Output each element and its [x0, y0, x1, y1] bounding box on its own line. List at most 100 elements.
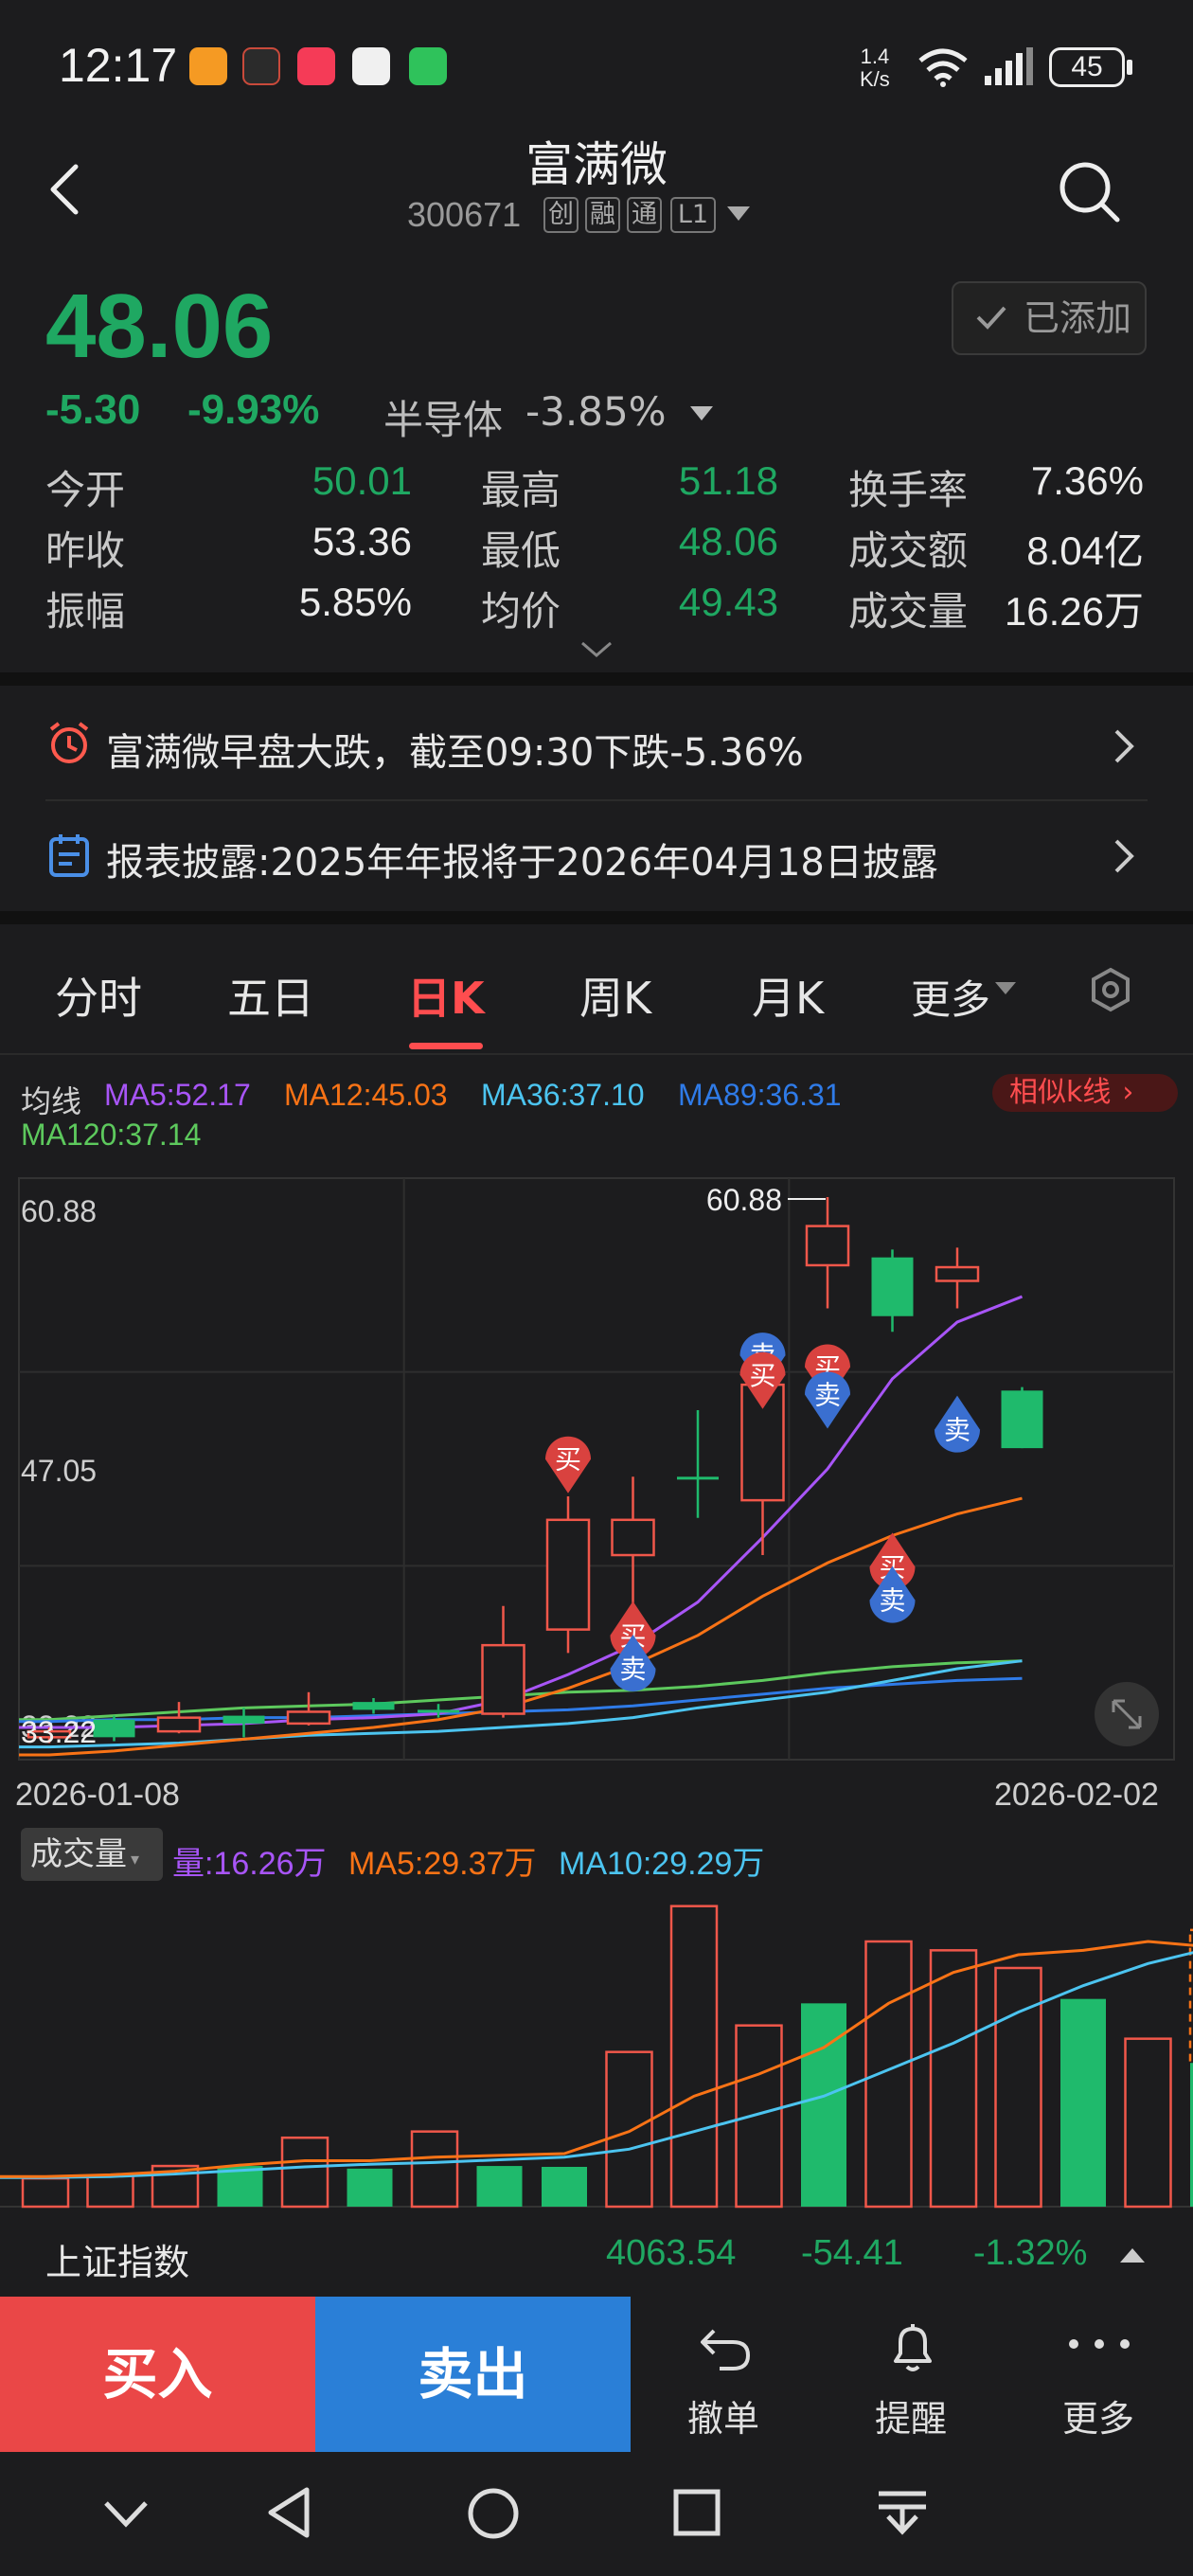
cancel-order-button[interactable]: 撤单: [638, 2297, 809, 2452]
nav-menu-down-icon[interactable]: [875, 2486, 930, 2541]
volume-bar: [735, 2024, 783, 2209]
stock-app-notification-icon: [352, 47, 390, 85]
stat-label: 成交量: [848, 588, 969, 635]
ma89-legend: MA89:36.31: [678, 1078, 842, 1112]
stock-name: 富满微: [525, 137, 668, 192]
price-change-pct: -9.93%: [187, 386, 320, 433]
stock-dropdown-icon[interactable]: [725, 205, 752, 224]
candle-body: [611, 1518, 655, 1557]
candle-body: [156, 1716, 202, 1733]
volume-bar: [347, 2168, 393, 2207]
notice-alert[interactable]: 富满微早盘大跌，截至09:30下跌-5.36%: [0, 691, 1193, 800]
marker-pin: [869, 1565, 916, 1623]
marker-pin: [739, 1351, 786, 1409]
volume-button-label: 成交量: [30, 1835, 127, 1873]
candle-body: [1001, 1390, 1043, 1449]
sector-dropdown-icon[interactable]: [689, 405, 714, 422]
tab-more-dropdown-icon[interactable]: [994, 981, 1017, 996]
candle: [93, 1715, 135, 1742]
network-speed: 1.4 K/s: [860, 45, 890, 91]
settings-hexagon-icon[interactable]: [1087, 966, 1134, 1013]
tab-monthly-k[interactable]: 月K: [752, 973, 825, 1024]
notice-report[interactable]: 报表披露:2025年年报将于2026年04月18日披露: [0, 801, 1193, 910]
tab-weekly-k[interactable]: 周K: [579, 973, 652, 1024]
stat-value: 51.18: [678, 458, 778, 503]
candle-body: [352, 1702, 395, 1710]
volume-bar: [605, 2050, 653, 2209]
stat-value: 48.06: [678, 519, 778, 564]
tab-intraday[interactable]: 分时: [55, 973, 142, 1024]
status-bar: 12:17 1.4 K/s 45: [0, 0, 1193, 133]
candle-body: [286, 1710, 331, 1726]
candle-body: [481, 1643, 525, 1715]
volume-bar: [21, 2176, 70, 2209]
marker-pin: [869, 1532, 916, 1590]
chart-end-date: 2026-02-02: [994, 1777, 1159, 1813]
chart-start-date: 2026-01-08: [15, 1777, 180, 1813]
stat-label: 振幅: [45, 588, 126, 635]
candle: [223, 1708, 265, 1738]
expand-arrows: [1112, 1699, 1142, 1729]
volume-bar: [929, 1949, 978, 2209]
added-watchlist-button[interactable]: 已添加: [952, 281, 1147, 355]
candle: [481, 1605, 525, 1718]
alert-label: 提醒: [874, 2398, 947, 2440]
volume-chart[interactable]: [0, 1885, 1193, 2209]
marker-pin: [805, 1371, 850, 1429]
volume-value-label: 量:16.26万: [172, 1846, 327, 1882]
volume-bar: [994, 1966, 1042, 2209]
nav-recents-icon[interactable]: [672, 2488, 721, 2537]
back-arrow-icon[interactable]: [45, 161, 83, 218]
chevron-right-icon: [1114, 839, 1134, 873]
volume-bar: [280, 2136, 329, 2209]
candle-body: [418, 1709, 459, 1713]
nav-back-icon[interactable]: [265, 2484, 312, 2541]
volume-bar: [410, 2130, 459, 2209]
volume-bar: [86, 2174, 134, 2209]
buy-signal-marker: 买: [739, 1351, 786, 1409]
buy-button[interactable]: 买入: [0, 2297, 315, 2452]
cancel-order-label: 撤单: [686, 2398, 759, 2440]
marker-label: 买: [749, 1360, 775, 1391]
volume-bar: [151, 2164, 200, 2209]
sector-name[interactable]: 半导体: [383, 397, 504, 443]
similar-kline-button[interactable]: 相似k线 ›: [992, 1074, 1178, 1112]
y-axis-label: 60.88: [21, 1194, 97, 1228]
candle: [352, 1697, 395, 1714]
volume-bar: [669, 1905, 719, 2209]
candle: [545, 1495, 591, 1654]
divider: [0, 911, 1193, 924]
collapse-chevron-icon[interactable]: [102, 2497, 150, 2530]
added-label: 已添加: [1024, 297, 1132, 339]
volume-bar: [801, 2003, 846, 2207]
stock-code: 300671: [407, 195, 522, 234]
more-actions-button[interactable]: 更多: [1013, 2297, 1184, 2452]
sell-signal-marker: 卖: [610, 1634, 656, 1691]
stat-value: 7.36%: [1030, 458, 1144, 503]
ma12-line: [19, 1496, 1023, 1757]
expand-chevron-icon[interactable]: [579, 640, 614, 659]
volume-bar: [217, 2166, 263, 2207]
marker-label: 买: [555, 1444, 581, 1476]
calendar-report-icon: [49, 834, 89, 877]
tab-daily-k[interactable]: 日K: [407, 973, 485, 1024]
search-icon[interactable]: [1057, 159, 1123, 225]
stat-label: 成交额: [848, 528, 969, 574]
expand-up-icon[interactable]: [1119, 2246, 1146, 2263]
tab-more[interactable]: 更多: [911, 976, 991, 1023]
volume-indicator-button[interactable]: 成交量 ▾: [21, 1828, 163, 1881]
tag-level1: L1: [670, 197, 716, 233]
net-speed-unit: K/s: [860, 67, 890, 91]
index-name: 上证指数: [45, 2242, 190, 2283]
sell-button[interactable]: 卖出: [315, 2297, 631, 2452]
nav-home-icon[interactable]: [466, 2486, 521, 2541]
tag-chuang: 创: [543, 197, 579, 233]
tab-five-day[interactable]: 五日: [227, 973, 314, 1024]
sector-change[interactable]: -3.85%: [525, 388, 667, 435]
ma120-legend: MA120:37.14: [21, 1118, 202, 1152]
alert-button[interactable]: 提醒: [826, 2297, 996, 2452]
index-ticker[interactable]: [0, 2209, 1193, 2296]
volume-bar: [542, 2167, 587, 2207]
low-price-label: 33.22: [21, 1715, 97, 1749]
